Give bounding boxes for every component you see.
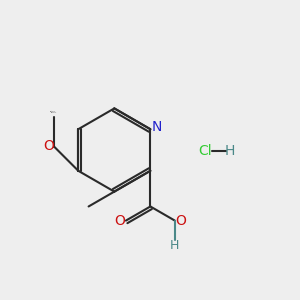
Text: O: O (43, 139, 54, 153)
Text: Cl: Cl (198, 145, 212, 158)
Text: methoxy: methoxy (50, 111, 56, 112)
Text: N: N (152, 120, 162, 134)
Text: H: H (170, 239, 179, 252)
Text: O: O (175, 214, 186, 228)
Text: O: O (115, 214, 125, 228)
Text: H: H (225, 145, 236, 158)
Text: methoxy: methoxy (51, 112, 57, 113)
